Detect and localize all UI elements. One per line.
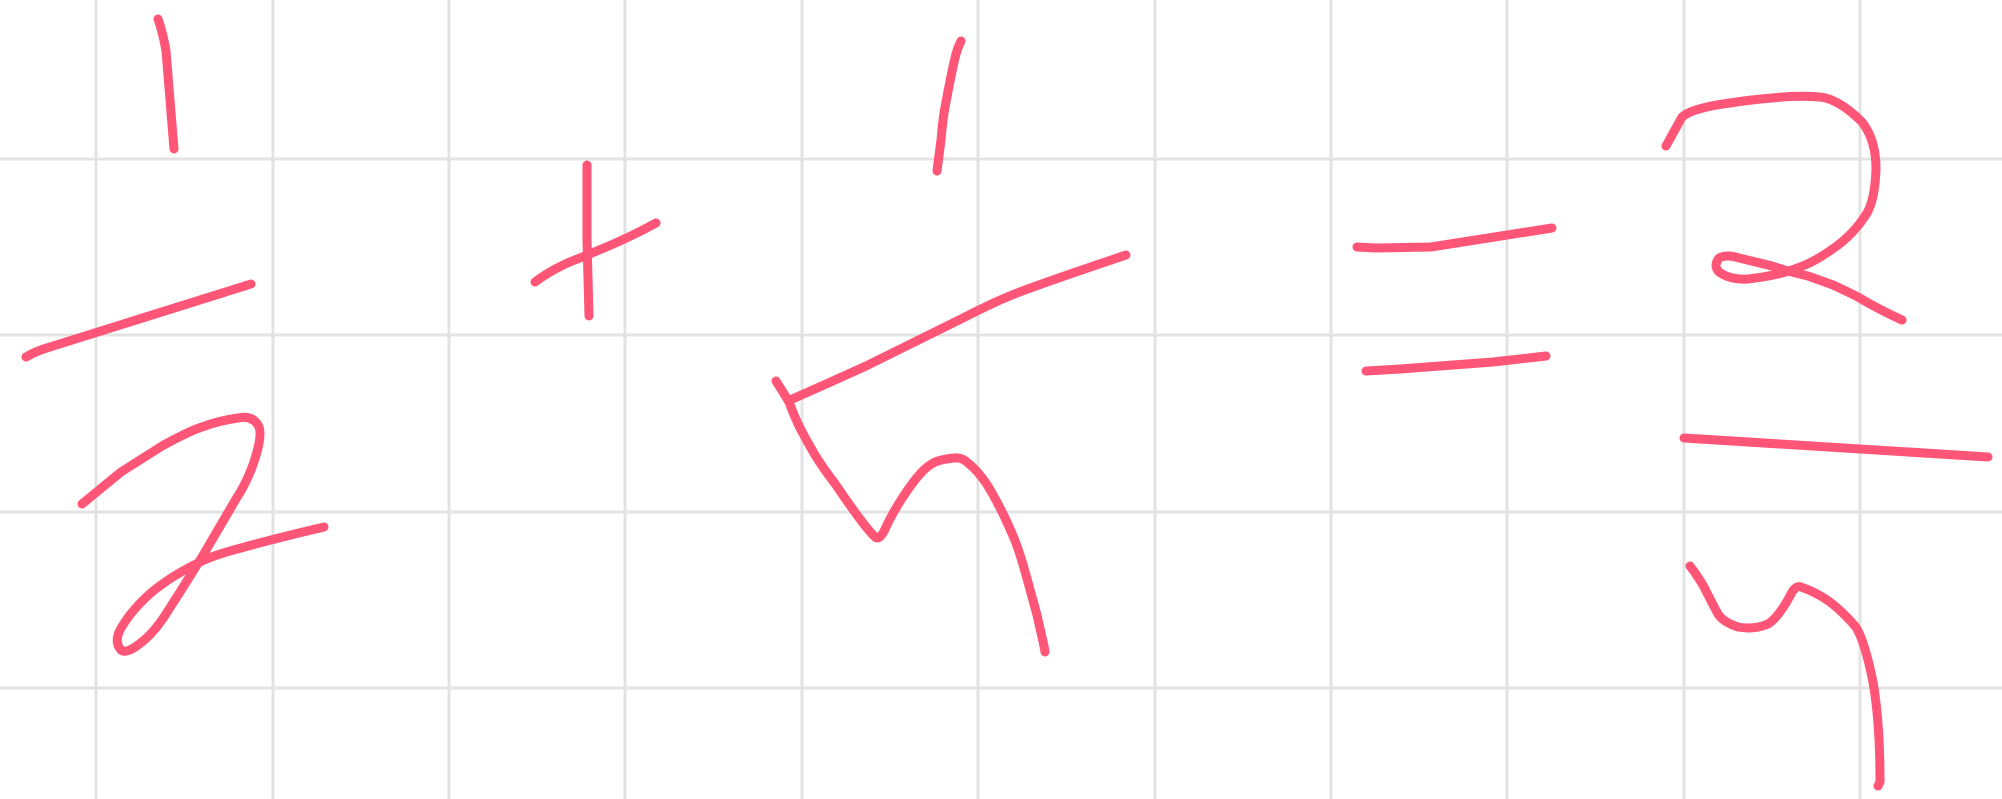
plus-horizontal-stroke: [530, 218, 661, 287]
fraction-bar-right-stroke: [1679, 433, 1993, 462]
denominator-2-stroke: [77, 412, 329, 656]
sqrt-right-stroke: [1685, 561, 1885, 791]
numerator-1-second-stroke: [932, 36, 966, 176]
plus-vertical-stroke: [582, 160, 594, 321]
sqrt-5-stroke: [771, 376, 1050, 657]
equals-bottom-stroke: [1361, 351, 1551, 376]
numerator-2-stroke: [1661, 91, 1907, 325]
numerator-1-stroke: [153, 14, 179, 154]
fraction-bar-left-stroke: [21, 279, 256, 362]
equals-top-stroke: [1352, 223, 1557, 253]
ink-strokes: [21, 14, 1993, 791]
fraction-bar-middle-stroke: [785, 250, 1131, 405]
